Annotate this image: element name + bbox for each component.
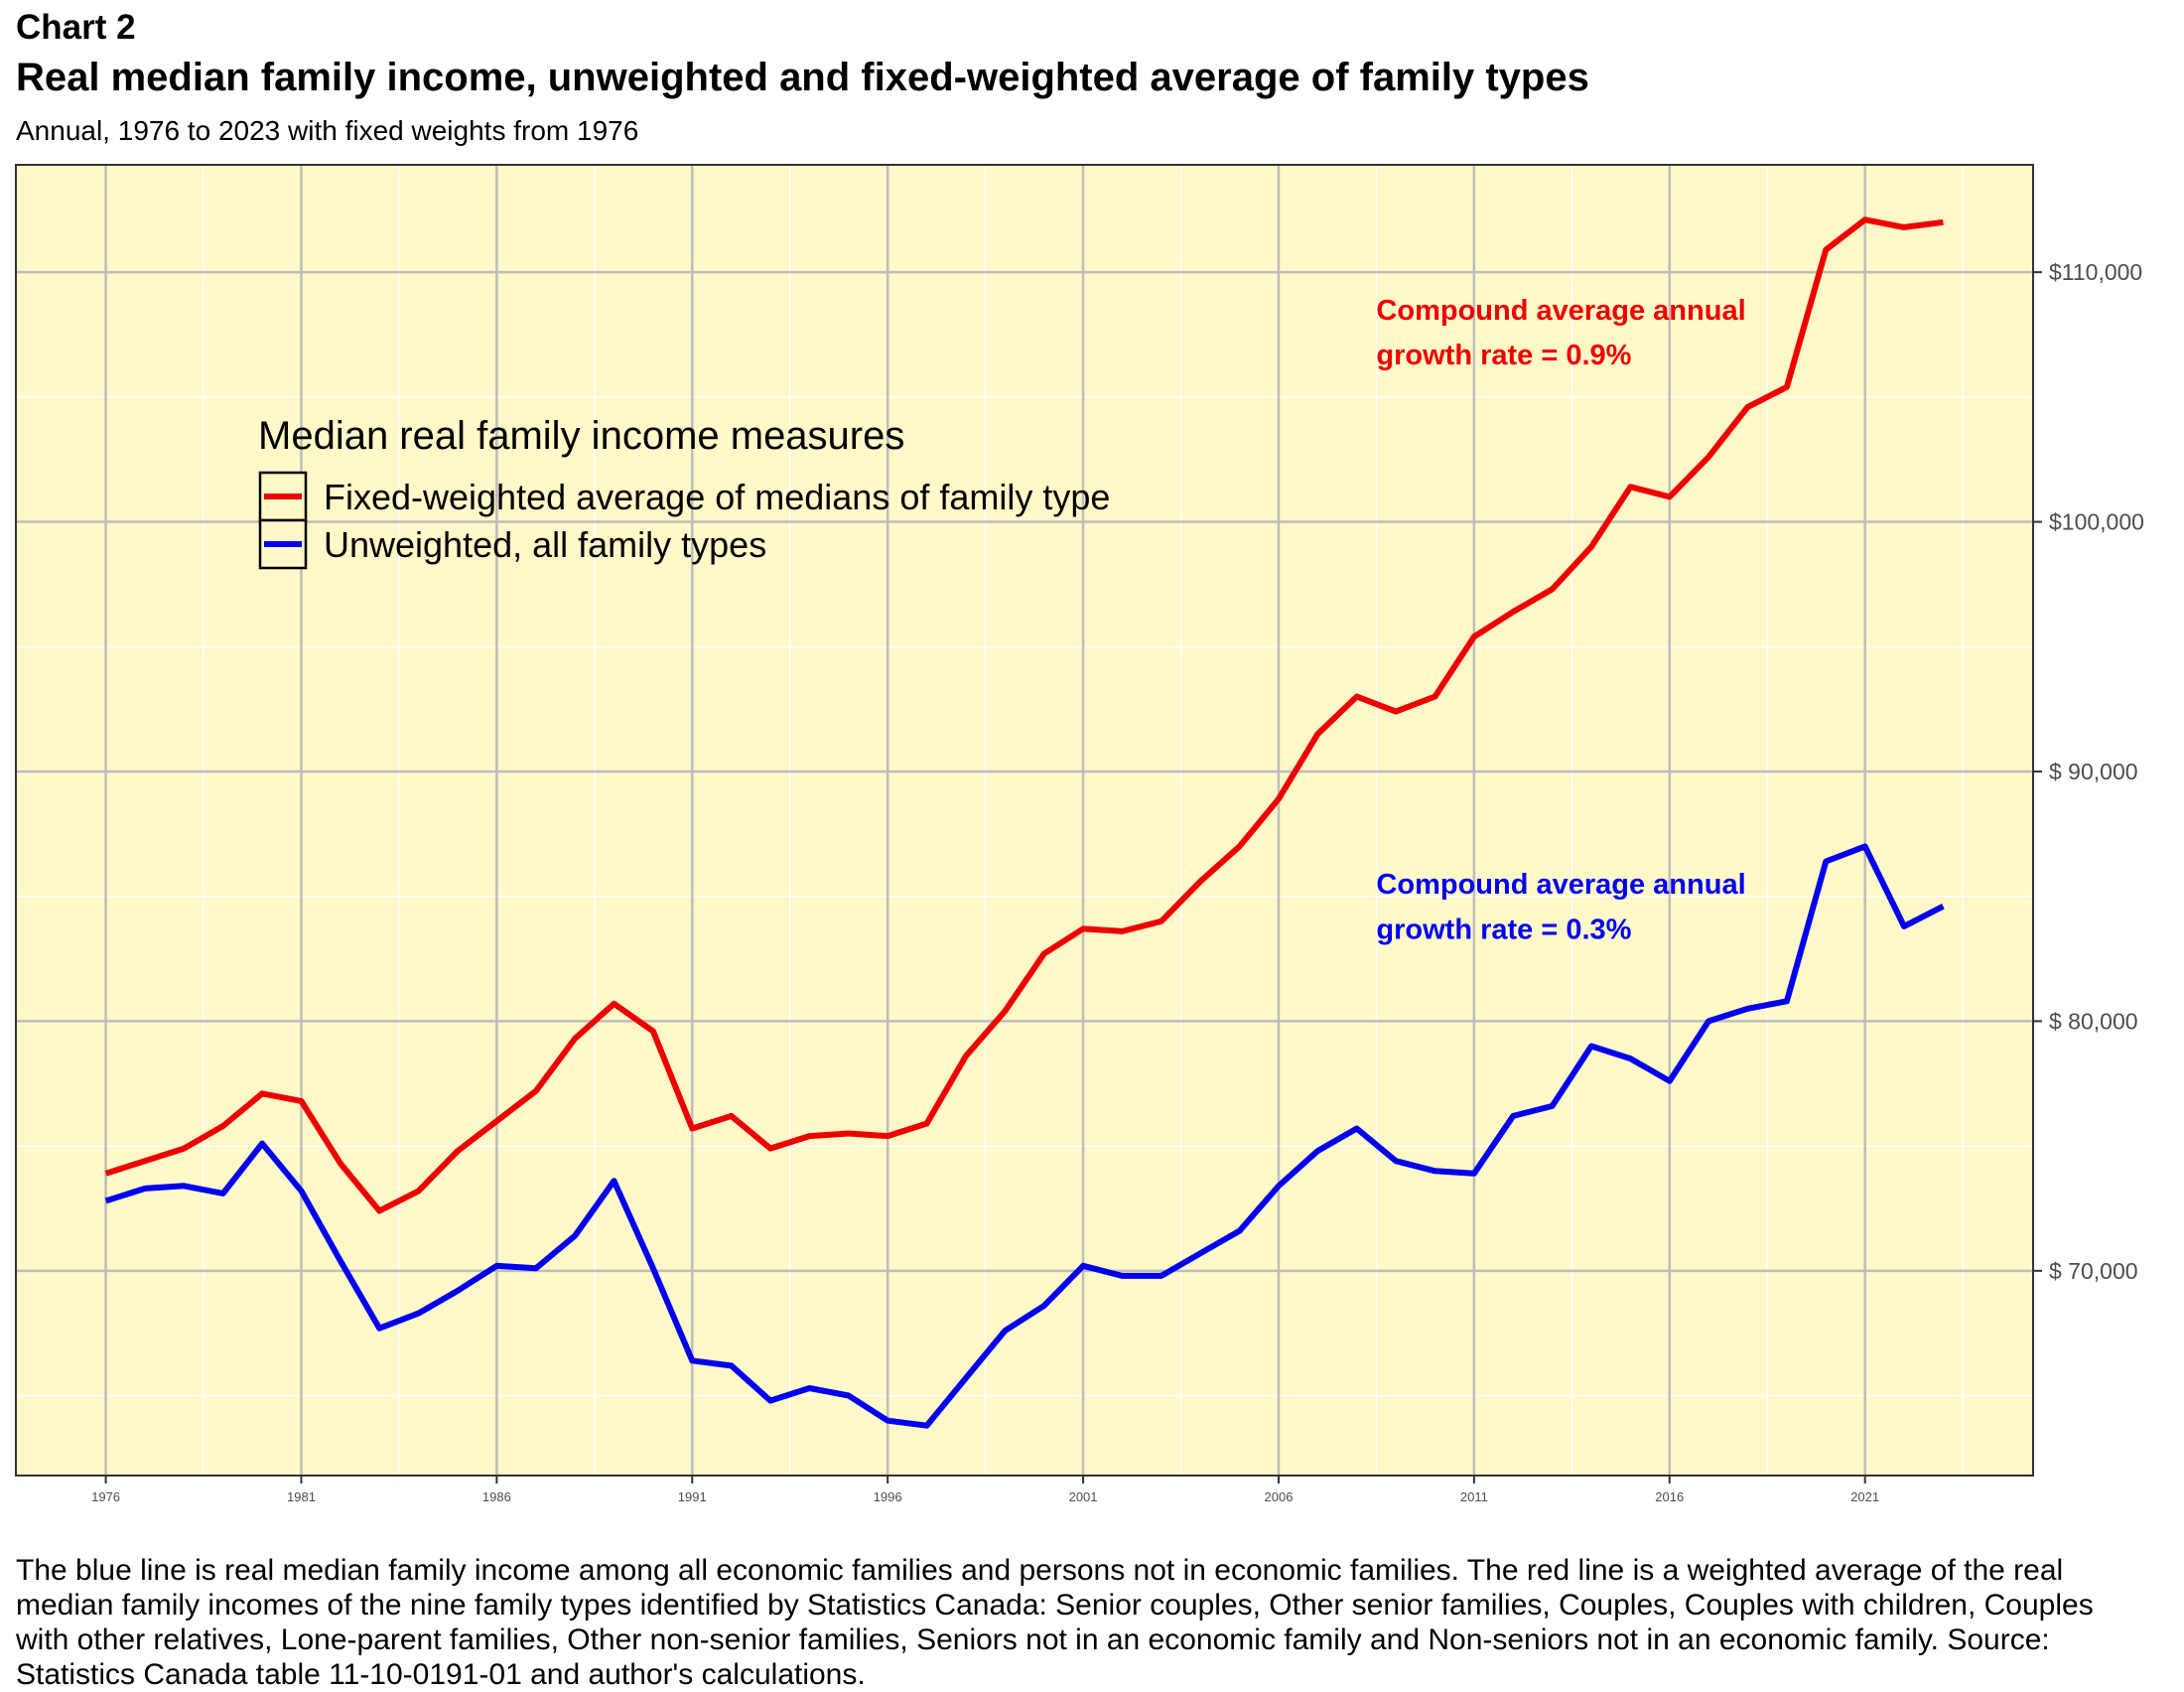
annotation-fixed-weighted-line1: Compound average annual (1376, 295, 1745, 327)
annotation-fixed-weighted-line2: growth rate = 0.9% (1376, 340, 1631, 371)
line-chart: 1976 1981 1986 1991 1996 2001 2006 2011 2016 2021… (15, 164, 2144, 1504)
plot-panel (16, 165, 2033, 1476)
y-tick-label: $100,000 (2049, 509, 2144, 535)
plot-border (15, 164, 2034, 1477)
y-tick-label: $110,000 (2049, 259, 2142, 285)
y-tick-label: $ 80,000 (2049, 1008, 2138, 1034)
x-tick-label: 2006 (1265, 1489, 1294, 1504)
annotation-unweighted-line1: Compound average annual (1376, 869, 1745, 901)
series-layer (104, 216, 1945, 1429)
x-axis: 1976 1981 1986 1991 1996 2001 2006 2011 2016 2021 (91, 1476, 1879, 1504)
major-gridlines (16, 165, 2033, 1476)
series-line-unweighted (104, 843, 1945, 1429)
x-tick-label: 2011 (1460, 1489, 1488, 1504)
y-axis: $ 70,000 $ 80,000 $ 90,000 $100,000 $110,000 (2033, 259, 2144, 1284)
y-tick-label: $ 90,000 (2049, 759, 2138, 784)
legend-label-unweighted: Unweighted, all family types (324, 524, 766, 565)
legend-title: Median real family income measures (258, 414, 904, 458)
chart-subtitle: Annual, 1976 to 2023 with fixed weights … (16, 115, 639, 146)
x-tick-label: 1976 (91, 1489, 120, 1504)
x-tick-label: 1986 (482, 1489, 511, 1504)
x-tick-label: 1981 (287, 1489, 316, 1504)
series-line-fixed-weighted (104, 216, 1944, 1214)
y-tick-label: $ 70,000 (2049, 1258, 2138, 1284)
chart-number: Chart 2 (16, 8, 136, 47)
x-tick-label: 1996 (874, 1489, 902, 1504)
annotation-unweighted-line2: growth rate = 0.3% (1376, 914, 1631, 945)
minor-gridlines (16, 165, 2033, 1476)
x-tick-label: 2016 (1655, 1489, 1684, 1504)
legend-label-fixed-weighted: Fixed-weighted average of medians of fam… (324, 477, 1110, 517)
x-tick-label: 2021 (1850, 1489, 1879, 1504)
x-tick-label: 2001 (1069, 1489, 1098, 1504)
chart-caption: The blue line is real median family inco… (16, 1554, 2094, 1691)
x-tick-label: 1991 (678, 1489, 707, 1504)
legend: Median real family income measures Fixed… (258, 414, 1110, 570)
chart-title: Real median family income, unweighted an… (16, 56, 1589, 99)
